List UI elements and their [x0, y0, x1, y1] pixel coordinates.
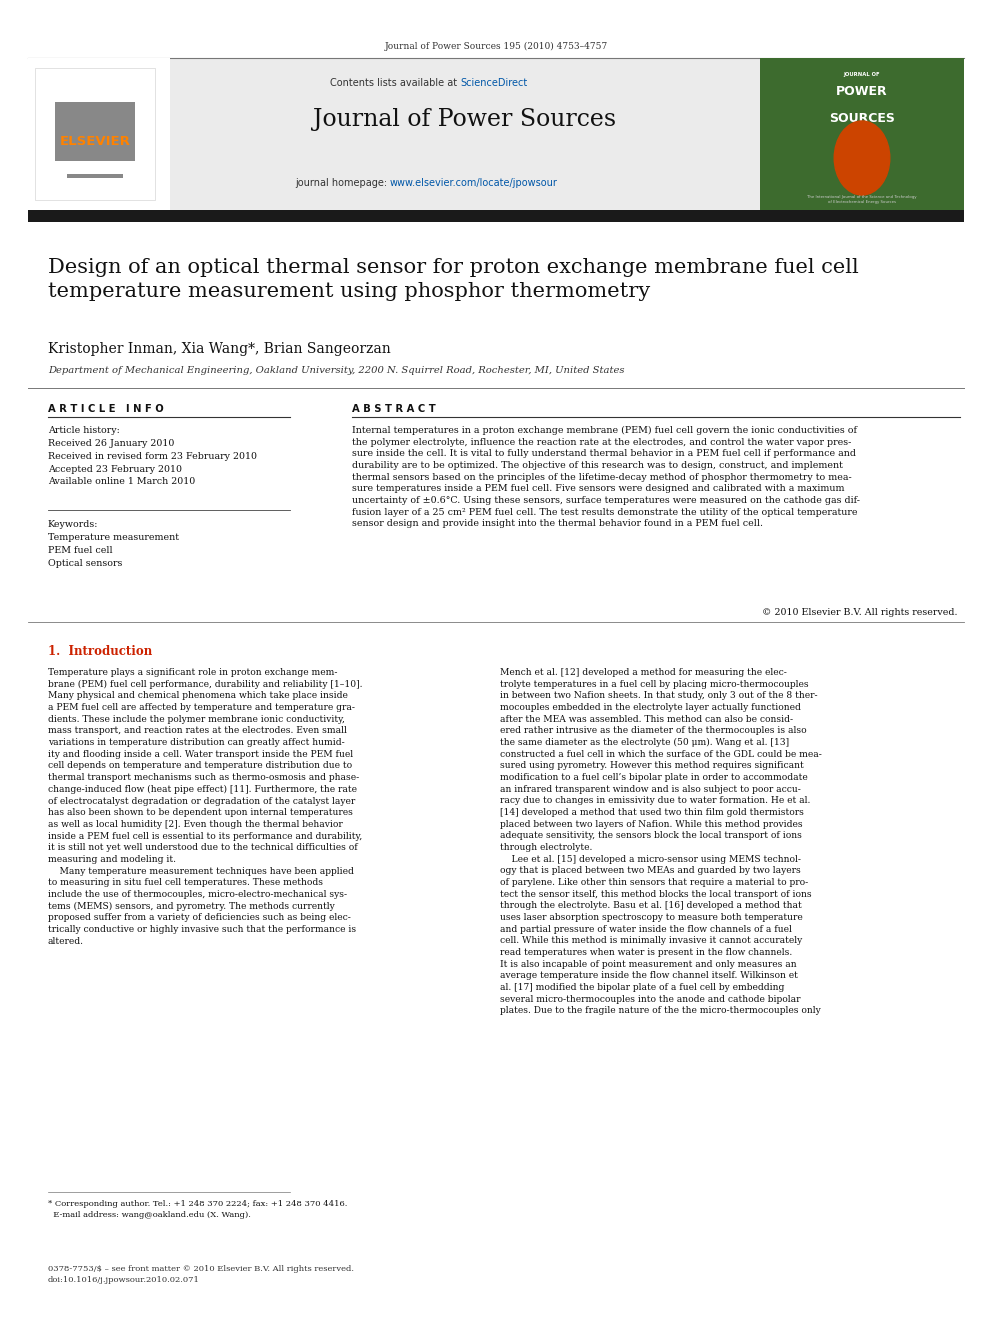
Text: Design of an optical thermal sensor for proton exchange membrane fuel cell
tempe: Design of an optical thermal sensor for …: [48, 258, 859, 302]
Text: Journal of Power Sources: Journal of Power Sources: [313, 108, 617, 131]
Bar: [35, 67, 155, 200]
Text: * Corresponding author. Tel.: +1 248 370 2224; fax: +1 248 370 4416.
  E-mail ad: * Corresponding author. Tel.: +1 248 370…: [48, 1200, 347, 1218]
Text: Keywords:
Temperature measurement
PEM fuel cell
Optical sensors: Keywords: Temperature measurement PEM fu…: [48, 520, 179, 568]
Text: Kristopher Inman, Xia Wang*, Brian Sangeorzan: Kristopher Inman, Xia Wang*, Brian Sange…: [48, 343, 391, 356]
Text: Internal temperatures in a proton exchange membrane (PEM) fuel cell govern the i: Internal temperatures in a proton exchan…: [352, 426, 860, 528]
Bar: [56, 102, 135, 161]
Text: SOURCES: SOURCES: [829, 112, 895, 124]
Circle shape: [834, 120, 890, 194]
Text: POWER: POWER: [836, 85, 888, 98]
Bar: [760, 58, 964, 218]
Bar: [28, 58, 170, 218]
Text: Article history:
Received 26 January 2010
Received in revised form 23 February 2: Article history: Received 26 January 201…: [48, 426, 257, 487]
Text: ELSEVIER: ELSEVIER: [60, 135, 130, 148]
Text: A R T I C L E   I N F O: A R T I C L E I N F O: [48, 404, 164, 414]
Text: The International Journal of the Science and Technology
of Electrochemical Energ: The International Journal of the Science…: [807, 194, 917, 204]
Text: JOURNAL OF: JOURNAL OF: [843, 71, 880, 77]
Text: Department of Mechanical Engineering, Oakland University, 2200 N. Squirrel Road,: Department of Mechanical Engineering, Oa…: [48, 366, 625, 374]
Text: © 2010 Elsevier B.V. All rights reserved.: © 2010 Elsevier B.V. All rights reserved…: [763, 609, 958, 617]
Text: www.elsevier.com/locate/jpowsour: www.elsevier.com/locate/jpowsour: [390, 179, 558, 188]
Text: A B S T R A C T: A B S T R A C T: [352, 404, 435, 414]
Text: journal homepage:: journal homepage:: [295, 179, 390, 188]
Text: 0378-7753/$ – see front matter © 2010 Elsevier B.V. All rights reserved.
doi:10.: 0378-7753/$ – see front matter © 2010 El…: [48, 1265, 354, 1285]
Text: Temperature plays a significant role in proton exchange mem-
brane (PEM) fuel ce: Temperature plays a significant role in …: [48, 668, 362, 946]
Bar: [67, 175, 123, 179]
Text: 1.  Introduction: 1. Introduction: [48, 646, 152, 658]
Text: Journal of Power Sources 195 (2010) 4753–4757: Journal of Power Sources 195 (2010) 4753…: [384, 42, 608, 52]
Text: ScienceDirect: ScienceDirect: [460, 78, 528, 89]
Bar: [28, 210, 964, 222]
Text: Mench et al. [12] developed a method for measuring the elec-
trolyte temperature: Mench et al. [12] developed a method for…: [500, 668, 822, 1015]
Text: Contents lists available at: Contents lists available at: [329, 78, 460, 89]
Bar: [170, 58, 760, 218]
